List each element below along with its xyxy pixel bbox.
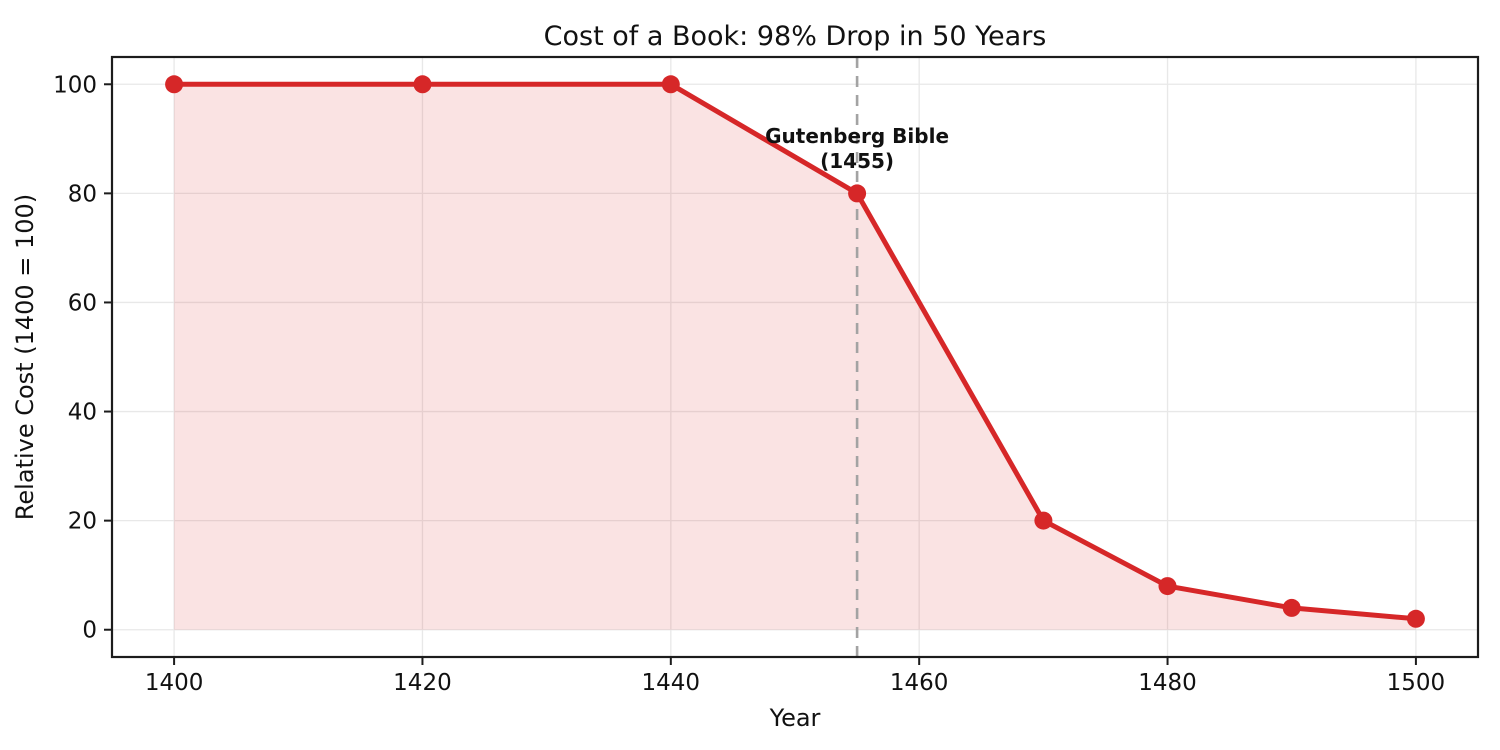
area-fill xyxy=(174,84,1416,630)
data-point-marker xyxy=(413,75,432,94)
data-point-marker xyxy=(661,75,680,94)
data-point-marker xyxy=(165,75,184,94)
annotation-text-line: (1455) xyxy=(820,149,894,173)
annotation-text-line: Gutenberg Bible xyxy=(765,124,949,148)
x-tick-label: 1420 xyxy=(393,670,452,696)
y-tick-label: 40 xyxy=(68,400,97,426)
data-point-marker xyxy=(1034,511,1053,530)
y-axis-label: Relative Cost (1400 = 100) xyxy=(11,194,39,520)
y-tick-label: 60 xyxy=(68,290,97,316)
x-tick-label: 1460 xyxy=(890,670,949,696)
x-tick-label: 1440 xyxy=(642,670,701,696)
x-tick-label: 1480 xyxy=(1138,670,1197,696)
x-tick-label: 1500 xyxy=(1387,670,1446,696)
data-point-marker xyxy=(1158,577,1177,596)
data-point-marker xyxy=(848,184,867,203)
axis-tick-labels: 1400 1420 1440 1460 1480 1500 0 20 40 60 80 100 xyxy=(53,72,1445,696)
gutenberg-annotation: Gutenberg Bible(1455) xyxy=(765,124,949,173)
y-tick-label: 100 xyxy=(53,72,97,98)
y-tick-label: 80 xyxy=(68,181,97,207)
axis-tick-marks xyxy=(104,83,1417,665)
x-axis-label: Year xyxy=(769,704,821,732)
plot-border xyxy=(110,55,1480,659)
cost-line-series xyxy=(171,81,1419,622)
data-point-marker xyxy=(1406,609,1425,628)
x-gridlines xyxy=(173,57,1417,657)
y-tick-label: 0 xyxy=(82,618,97,644)
chart-title: Cost of a Book: 98% Drop in 50 Years xyxy=(544,21,1047,52)
x-tick-label: 1400 xyxy=(145,670,204,696)
y-tick-label: 20 xyxy=(68,509,97,535)
data-point-marker xyxy=(1282,598,1301,617)
data-point-markers xyxy=(165,75,1425,628)
